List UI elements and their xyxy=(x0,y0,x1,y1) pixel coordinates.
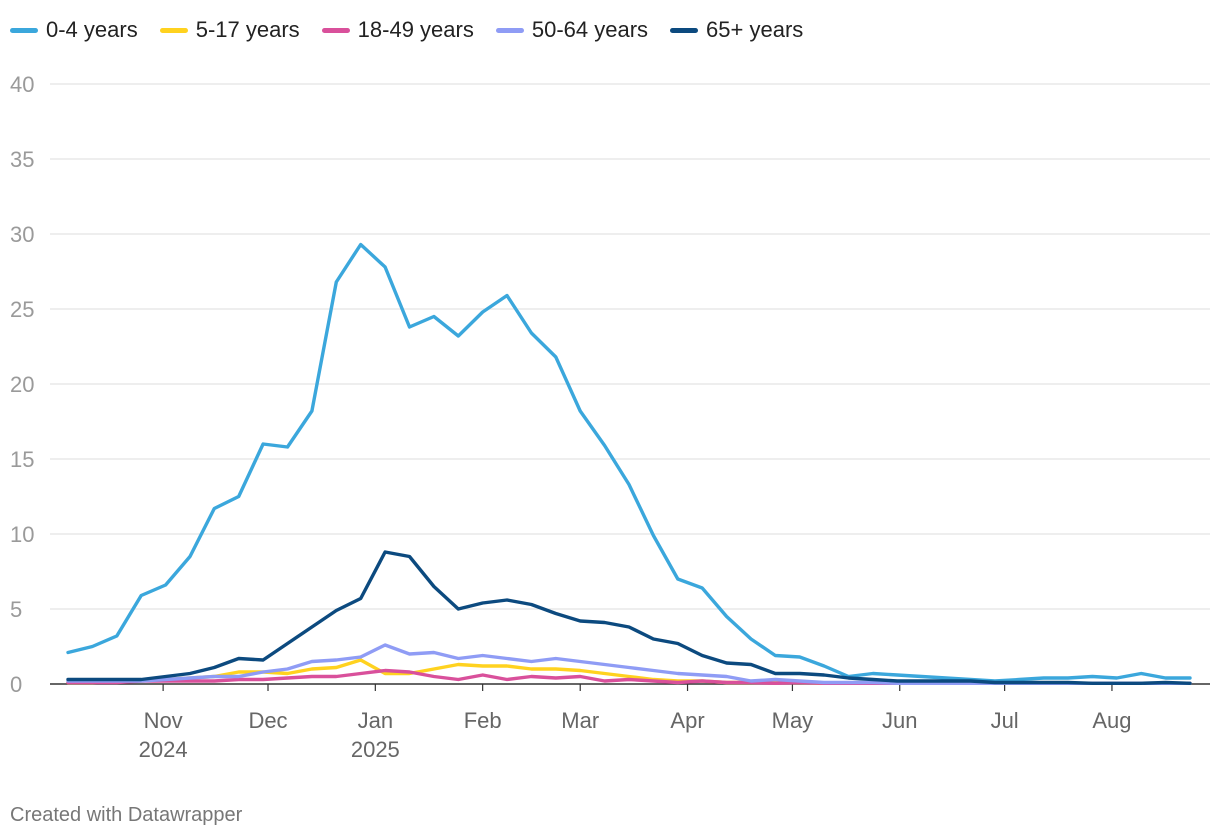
y-tick-label: 30 xyxy=(10,222,34,247)
chart-legend: 0-4 years 5-17 years 18-49 years 50-64 year… xyxy=(10,14,803,46)
x-tick-label: Nov xyxy=(144,708,183,733)
series-line-0-4-years xyxy=(66,242,1192,683)
y-tick-label: 0 xyxy=(10,672,22,697)
legend-item: 50-64 years xyxy=(495,17,649,43)
x-tick-label: Jun xyxy=(882,708,917,733)
x-tick-label: Dec xyxy=(248,708,287,733)
legend-label: 50-64 years xyxy=(531,17,649,42)
legend-swatch xyxy=(159,27,188,33)
legend-item: 5-17 years xyxy=(159,17,300,43)
legend-item: 65+ years xyxy=(670,17,803,43)
y-tick-label: 25 xyxy=(10,297,34,322)
x-tick-label: Apr xyxy=(670,708,704,733)
x-tick-label: Feb xyxy=(464,708,502,733)
x-tick-label: Jul xyxy=(991,708,1019,733)
footer-credit: Created with Datawrapper xyxy=(10,804,243,826)
legend-label: 18-49 years xyxy=(357,17,474,42)
x-tick-year-label: 2025 xyxy=(351,737,400,762)
legend-label: 65+ years xyxy=(706,17,804,42)
legend-swatch xyxy=(670,27,699,33)
grid-lines xyxy=(50,83,1210,610)
legend-swatch xyxy=(495,27,524,33)
y-tick-label: 35 xyxy=(10,147,34,172)
x-axis: Nov 2024 Dec Jan 2025 Feb Mar Apr May Jun Jul Aug xyxy=(50,683,1210,762)
legend-swatch xyxy=(10,27,38,33)
y-axis: 0 5 10 15 20 25 30 35 40 xyxy=(10,72,34,697)
x-tick-year-label: 2024 xyxy=(139,737,188,762)
legend-item: 18-49 years xyxy=(321,17,474,43)
y-tick-label: 15 xyxy=(10,447,34,472)
legend-swatch xyxy=(321,27,350,33)
x-tick-label: Aug xyxy=(1092,708,1131,733)
y-tick-label: 40 xyxy=(10,72,34,97)
x-tick-label: May xyxy=(772,708,814,733)
y-tick-label: 5 xyxy=(10,597,22,622)
series-line-65-years xyxy=(66,550,1192,685)
legend-item: 0-4 years xyxy=(10,17,138,43)
y-tick-label: 20 xyxy=(10,372,34,397)
x-tick-label: Jan xyxy=(358,708,393,733)
legend-label: 5-17 years xyxy=(195,17,300,42)
legend-label: 0-4 years xyxy=(46,17,138,42)
series-lines xyxy=(66,242,1192,685)
y-tick-label: 10 xyxy=(10,522,34,547)
x-tick-label: Mar xyxy=(561,708,599,733)
